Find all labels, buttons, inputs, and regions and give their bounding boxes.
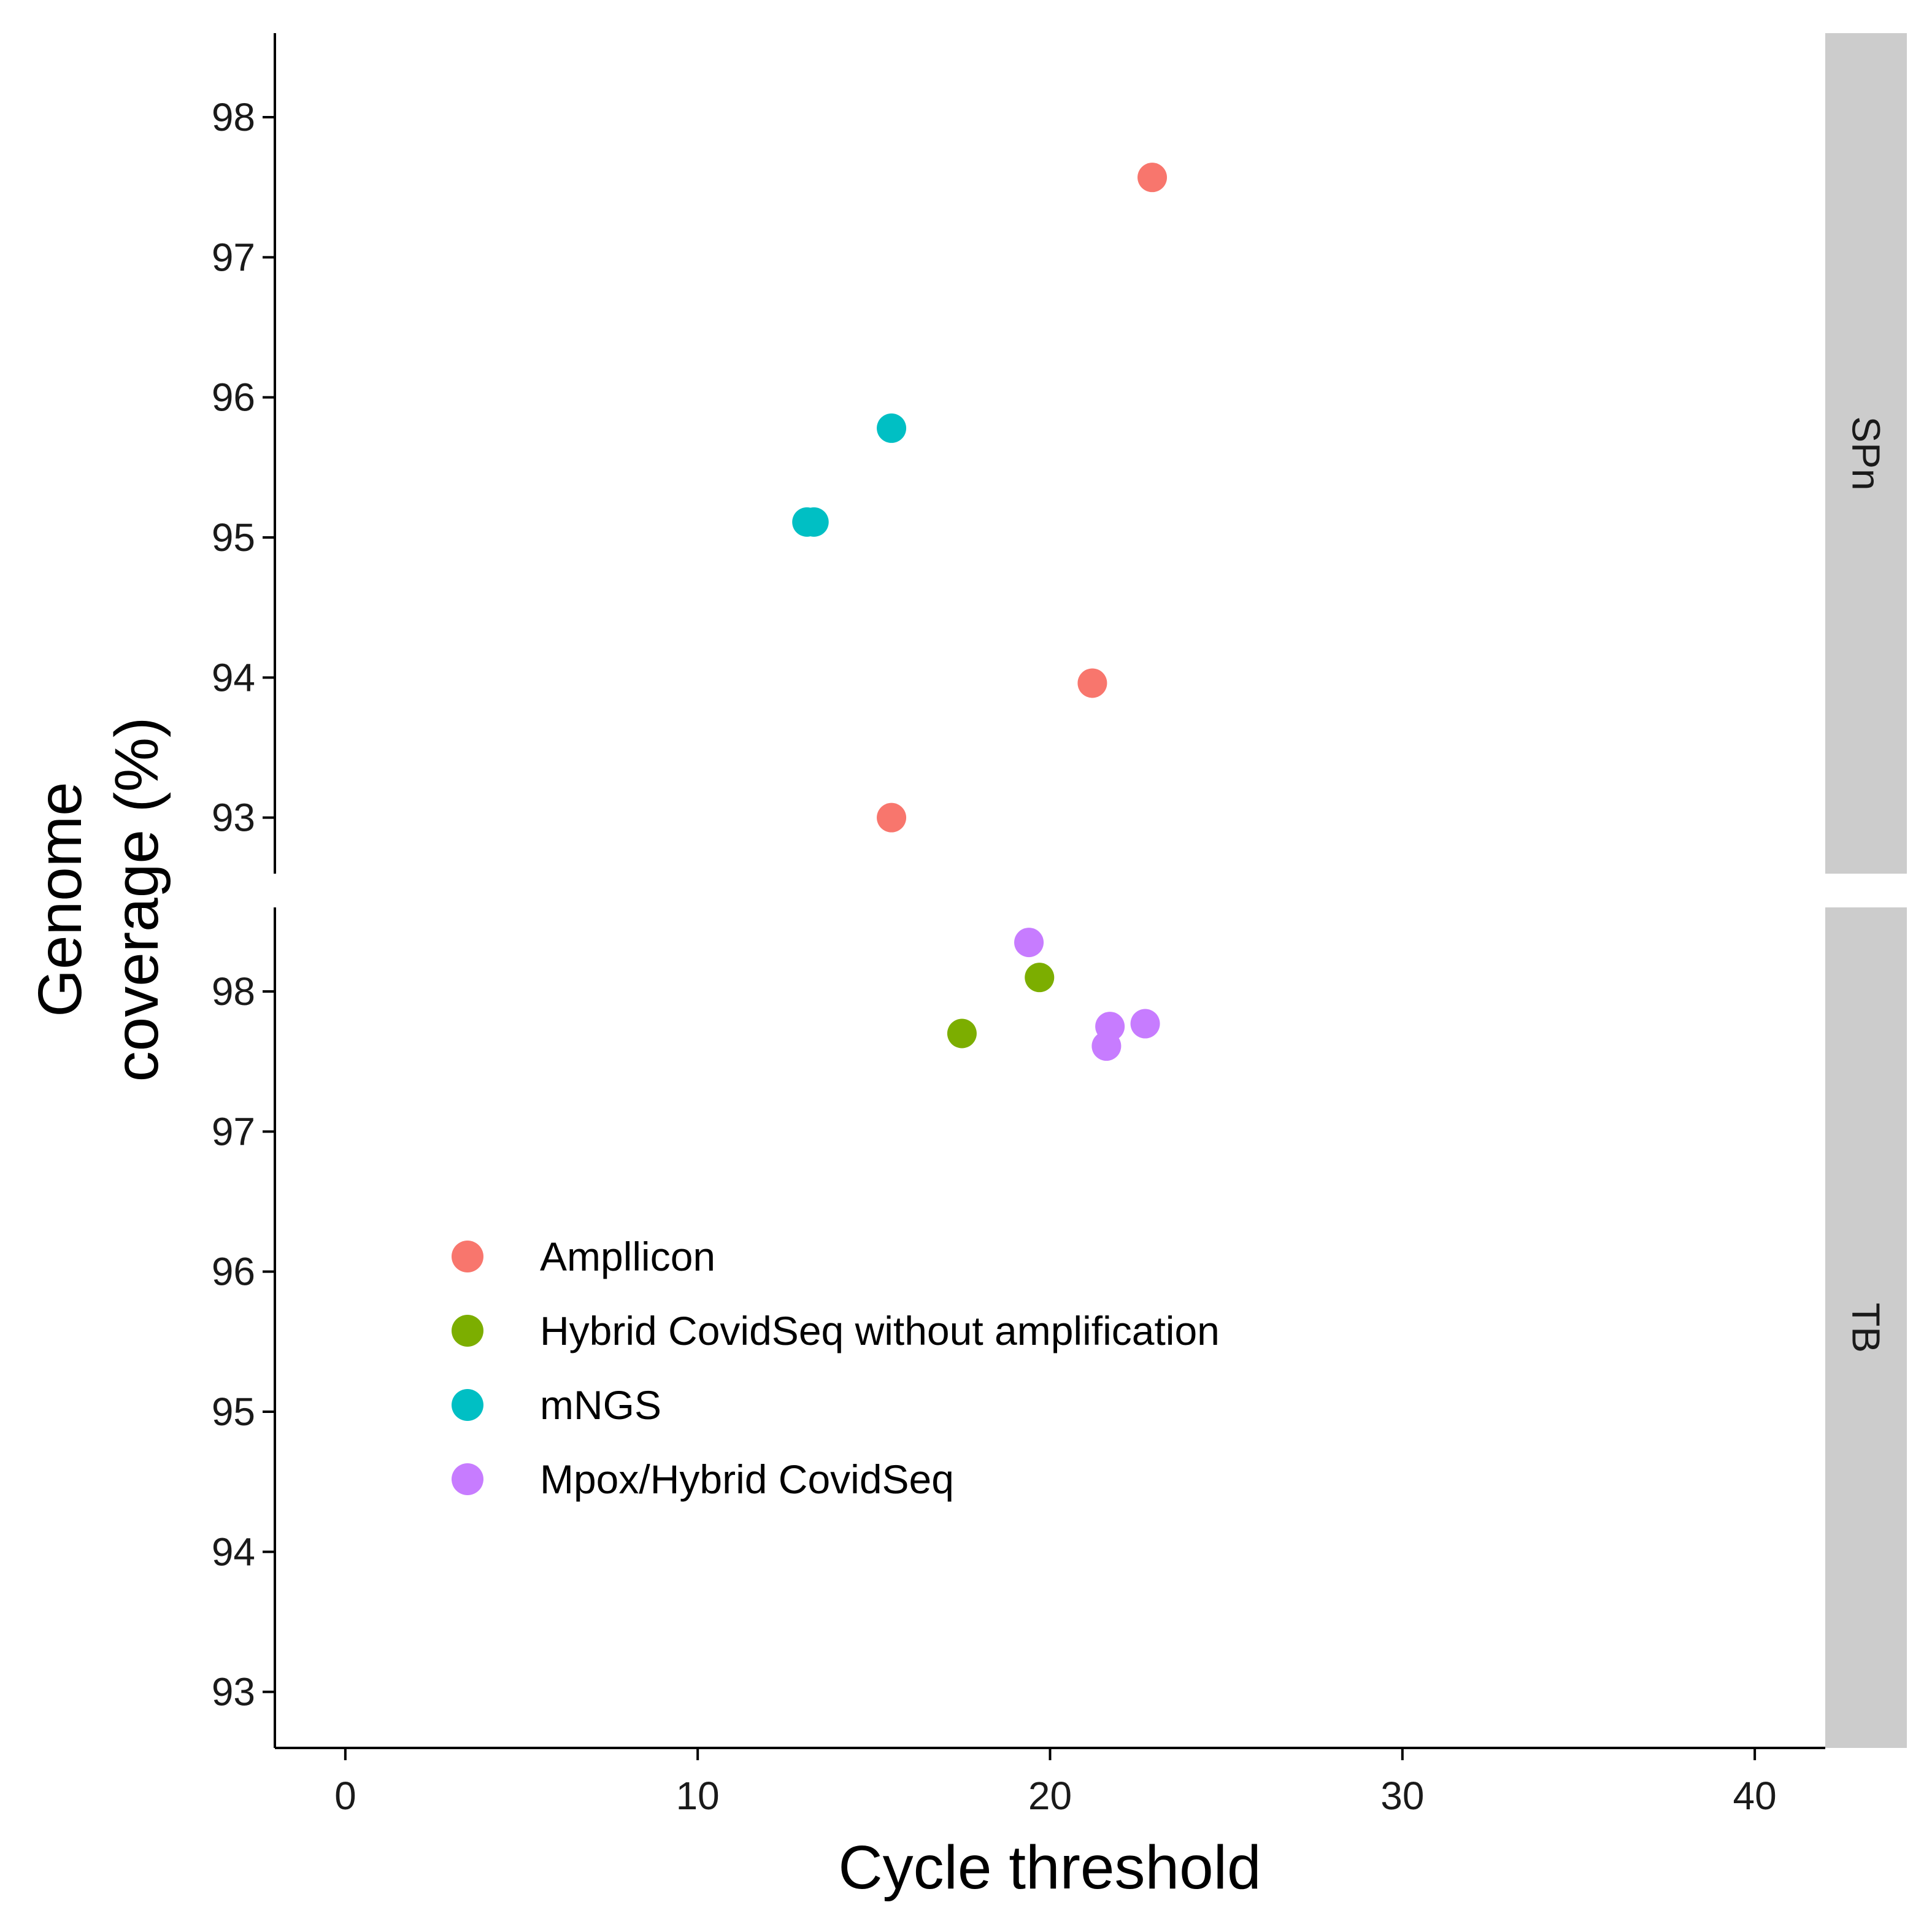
- legend-label: Ampllicon: [540, 1234, 715, 1279]
- y-tick-label: 96: [212, 375, 255, 420]
- legend-label: Hybrid CovidSeq without amplification: [540, 1308, 1220, 1353]
- data-point: [1130, 1009, 1160, 1039]
- data-point: [877, 802, 907, 833]
- legend-label: Mpox/Hybrid CovidSeq: [540, 1457, 954, 1502]
- legend-item: Hybrid CovidSeq without amplification: [452, 1308, 1220, 1353]
- x-axis: 0 10 20 30 40: [275, 1747, 1825, 1818]
- facet-strip-label: SPn: [1844, 417, 1888, 491]
- x-tick-label: 40: [1733, 1774, 1777, 1818]
- facet-panel-spn: SPn 93 94 95 96 97 98: [212, 33, 1907, 874]
- y-tick-label: 94: [212, 655, 255, 699]
- data-point: [1137, 163, 1168, 193]
- x-tick-label: 30: [1380, 1774, 1424, 1818]
- y-axis-title-line-2: coverage (%): [102, 717, 171, 1082]
- data-point: [1091, 1031, 1122, 1061]
- y-tick-label: 97: [212, 1109, 255, 1153]
- data-point: [877, 413, 907, 443]
- legend: Ampllicon Hybrid CovidSeq without amplifi…: [452, 1234, 1220, 1502]
- data-point: [1014, 928, 1044, 958]
- panels-layer: SPn 93 94 95 96 97 98 TB 93 94 95 96 97 98: [212, 33, 1907, 1748]
- legend-key: [452, 1315, 483, 1347]
- y-tick-label: 93: [212, 1670, 255, 1714]
- y-axis-title-line-1: Genome: [26, 782, 94, 1017]
- x-axis-title: Cycle threshold: [838, 1833, 1261, 1902]
- legend-key: [452, 1463, 483, 1495]
- data-point: [799, 507, 829, 537]
- y-tick-label: 95: [212, 515, 255, 560]
- legend-key: [452, 1389, 483, 1421]
- facet-panel-tb: TB 93 94 95 96 97 98: [212, 907, 1907, 1748]
- x-tick-label: 20: [1028, 1774, 1072, 1818]
- y-tick-label: 93: [212, 796, 255, 840]
- y-axis-title: Genome coverage (%): [26, 717, 171, 1082]
- y-tick-label: 97: [212, 235, 255, 279]
- legend-item: mNGS: [452, 1382, 661, 1428]
- y-tick-label: 94: [212, 1530, 255, 1574]
- x-tick-label: 10: [676, 1774, 720, 1818]
- facet-strip-tb: [1825, 907, 1907, 1748]
- data-point: [947, 1018, 977, 1049]
- data-point: [1025, 963, 1055, 993]
- y-tick-label: 98: [212, 95, 255, 139]
- legend-label: mNGS: [540, 1382, 661, 1428]
- y-tick-label: 98: [212, 969, 255, 1014]
- legend-key: [452, 1241, 483, 1272]
- facet-strip-label: TB: [1844, 1303, 1888, 1353]
- y-tick-label: 96: [212, 1250, 255, 1294]
- facet-strip-spn: [1825, 33, 1907, 874]
- legend-item: Ampllicon: [452, 1234, 715, 1279]
- legend-item: Mpox/Hybrid CovidSeq: [452, 1457, 954, 1502]
- y-tick-label: 95: [212, 1390, 255, 1434]
- data-point: [1077, 668, 1107, 698]
- x-tick-label: 0: [334, 1774, 356, 1818]
